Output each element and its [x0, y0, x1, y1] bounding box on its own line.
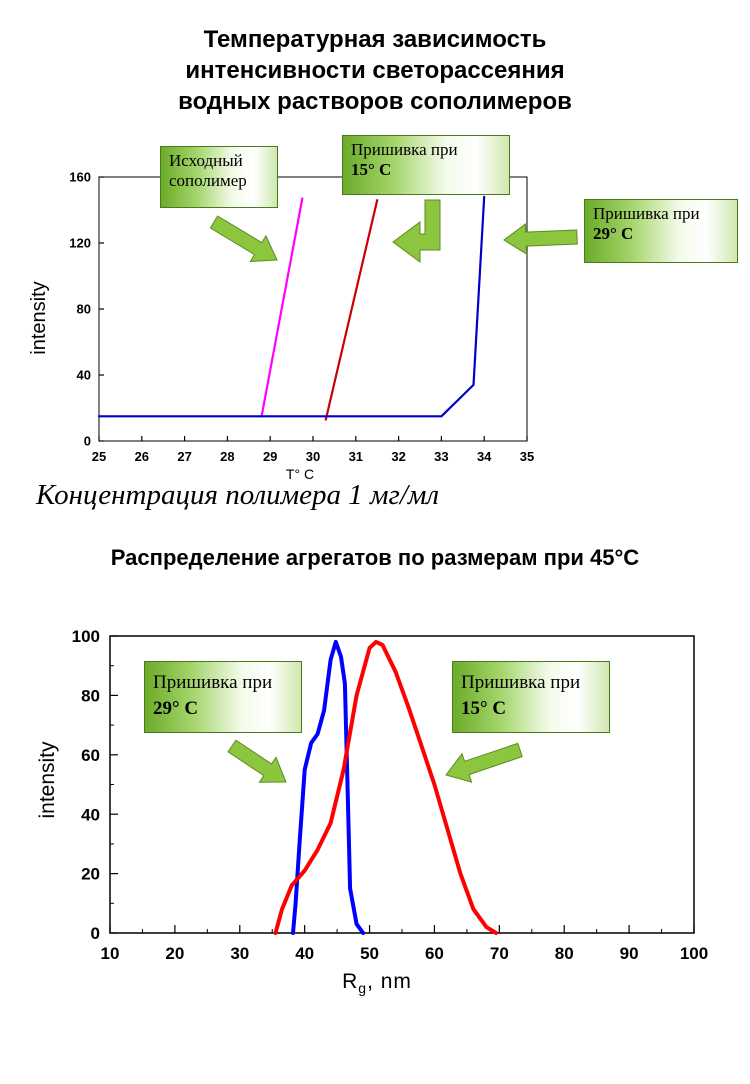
bottom-x-tick-label: 20 — [165, 944, 184, 963]
bottom-x-tick-label: 60 — [425, 944, 444, 963]
callout-line-2: сополимер — [169, 171, 247, 190]
top-x-tick-label: 31 — [349, 449, 363, 464]
callout-line-1: Пришивка при — [461, 672, 581, 693]
callout-bottom-15c: Пришивка при 15° C — [452, 661, 610, 733]
bottom-y-axis-label: intensity — [36, 741, 59, 819]
arrow-top-15c — [392, 199, 441, 263]
concentration-caption: Концентрация полимера 1 мг/мл — [36, 479, 440, 511]
top-x-tick-label: 32 — [391, 449, 405, 464]
arrow-bottom-15c — [445, 742, 523, 783]
top-x-axis-label: T° C — [286, 466, 314, 482]
top-title-line-1: Температурная зависимость — [203, 26, 547, 53]
top-series-1-line — [260, 197, 304, 418]
top-x-tick-label: 25 — [92, 449, 106, 464]
bottom-y-tick-label: 40 — [81, 805, 100, 824]
bottom-chart-title: Распределение агрегатов по размерам при … — [110, 545, 640, 570]
bottom-x-tick-label: 90 — [620, 944, 639, 963]
top-y-axis-label: intensity — [28, 281, 50, 354]
callout-line-1: Пришивка при — [593, 204, 700, 223]
callout-line-2: 15° C — [351, 160, 392, 179]
top-x-tick-label: 26 — [135, 449, 149, 464]
top-y-tick-label: 80 — [77, 302, 91, 317]
bottom-y-tick-label: 100 — [72, 627, 100, 646]
arrow-bottom-29c — [227, 739, 287, 783]
bottom-x-tick-label: 30 — [230, 944, 249, 963]
top-y-tick-label: 160 — [69, 170, 91, 185]
top-y-tick-label: 40 — [77, 368, 91, 383]
top-title-line-2: интенсивности светорассеяния — [185, 57, 565, 84]
top-x-tick-label: 27 — [177, 449, 191, 464]
bottom-x-tick-label: 80 — [555, 944, 574, 963]
top-x-tick-label: 34 — [477, 449, 492, 464]
callout-line-2: 29° C — [153, 698, 199, 719]
callout-bottom-29c: Пришивка при 29° C — [144, 661, 302, 733]
top-chart-title: Температурная зависимость интенсивности … — [0, 24, 750, 117]
top-x-tick-label: 35 — [520, 449, 534, 464]
top-x-tick-label: 28 — [220, 449, 234, 464]
bottom-series-1-line — [291, 639, 366, 935]
callout-initial-copolymer: Исходный сополимер — [160, 146, 278, 208]
callout-top-29c: Пришивка при 29° C — [584, 199, 738, 263]
callout-line-1: Исходный — [169, 151, 243, 170]
top-y-tick-label: 120 — [69, 236, 91, 251]
arrow-top-29c — [503, 223, 578, 256]
top-series-2-line — [324, 199, 379, 421]
bottom-series-2-line — [273, 639, 499, 935]
bottom-y-tick-label: 80 — [81, 687, 100, 706]
callout-line-1: Пришивка при — [153, 672, 273, 693]
top-plot-frame — [98, 176, 528, 442]
bottom-y-tick-label: 60 — [81, 746, 100, 765]
bottom-x-tick-label: 50 — [360, 944, 379, 963]
callout-line-2: 29° C — [593, 224, 634, 243]
bottom-y-tick-label: 0 — [91, 924, 100, 943]
top-x-tick-label: 30 — [306, 449, 320, 464]
top-title-line-3: водных растворов сополимеров — [178, 88, 572, 115]
callout-line-2: 15° C — [461, 698, 507, 719]
top-x-tick-label: 33 — [434, 449, 448, 464]
bottom-y-tick-label: 20 — [81, 865, 100, 884]
top-series-3-line — [97, 195, 486, 418]
bottom-x-axis-label: Rg, nm — [342, 970, 412, 996]
callout-top-15c: Пришивка при 15° C — [342, 135, 510, 195]
top-x-tick-label: 29 — [263, 449, 277, 464]
arrow-initial-copolymer — [209, 215, 278, 263]
bottom-x-tick-label: 70 — [490, 944, 509, 963]
bottom-x-tick-label: 100 — [680, 944, 708, 963]
top-y-tick-label: 0 — [84, 434, 91, 449]
callout-line-1: Пришивка при — [351, 140, 458, 159]
bottom-x-tick-label: 10 — [101, 944, 120, 963]
bottom-x-tick-label: 40 — [295, 944, 314, 963]
